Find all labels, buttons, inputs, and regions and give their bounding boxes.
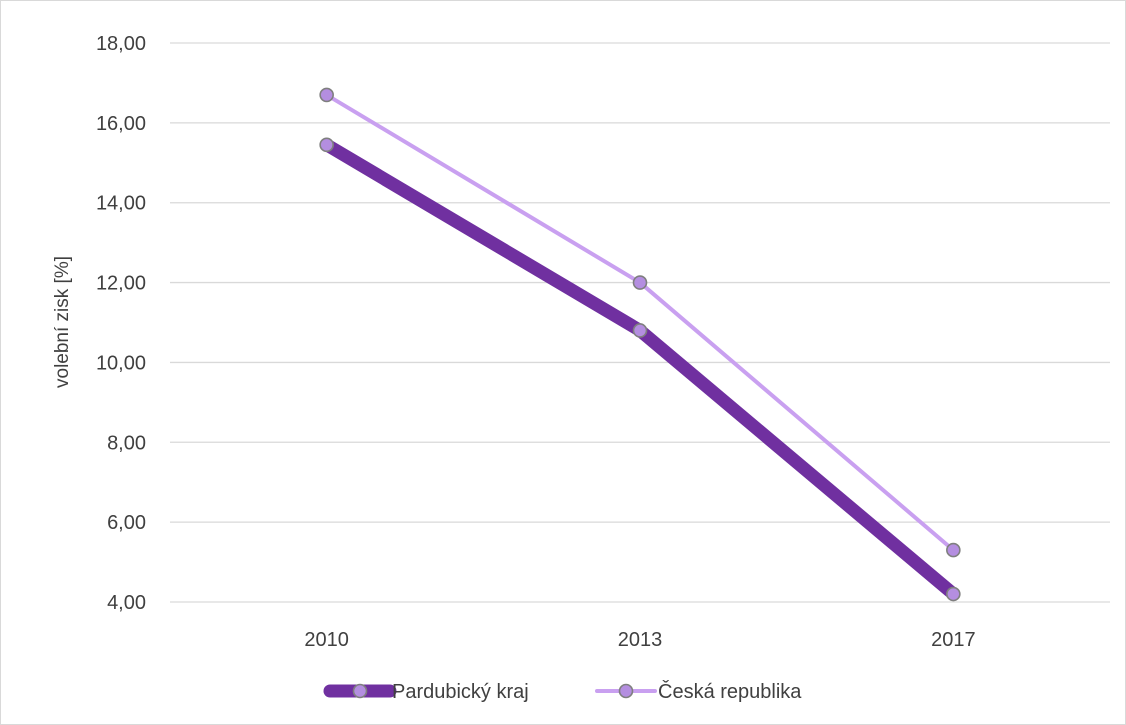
y-tick-label: 6,00	[107, 512, 146, 534]
series-line	[324, 92, 956, 553]
x-tick-labels: 2010 2013 2017	[304, 629, 975, 651]
series-line	[320, 138, 960, 601]
legend-swatch-marker	[618, 683, 634, 699]
x-tick-label: 2013	[618, 629, 663, 651]
data-point-marker	[946, 586, 961, 602]
y-tick-label: 8,00	[107, 432, 146, 454]
y-tick-label: 14,00	[96, 193, 146, 215]
data-point-marker	[319, 87, 334, 103]
y-tick-label: 12,00	[96, 273, 146, 295]
legend: Pardubický kraj Česká republika	[323, 680, 802, 703]
y-tick-label: 4,00	[107, 592, 146, 614]
y-axis-title: volební zisk [%]	[52, 256, 73, 388]
data-point-marker	[632, 323, 648, 338]
y-tick-label: 18,00	[96, 33, 146, 55]
y-tick-label: 10,00	[96, 352, 146, 374]
gridlines	[170, 42, 1110, 603]
legend-label: Česká republika	[658, 680, 802, 703]
x-tick-label: 2017	[931, 629, 976, 651]
data-point-marker	[319, 137, 334, 153]
series-markers	[319, 87, 961, 602]
series-lines	[320, 92, 960, 601]
y-tick-label: 16,00	[96, 113, 146, 135]
legend-swatch-marker	[352, 683, 368, 699]
x-tick-label: 2010	[304, 629, 349, 651]
legend-label: Pardubický kraj	[392, 681, 529, 703]
data-point-marker	[632, 275, 648, 290]
data-point-marker	[946, 542, 961, 558]
y-tick-labels: 4,00 6,00 8,00 10,00 12,00 14,00 16,00 18,00	[96, 33, 146, 614]
